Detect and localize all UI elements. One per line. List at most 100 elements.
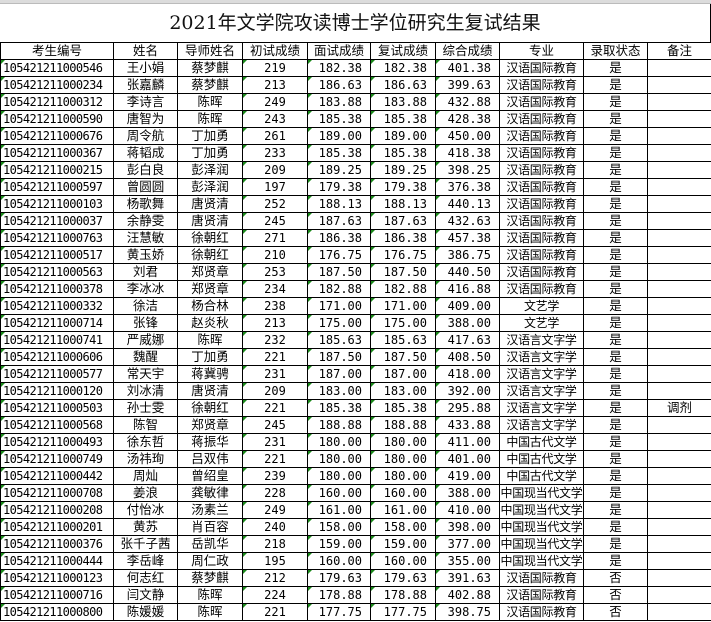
cell-admission-status[interactable]: 是 bbox=[583, 535, 648, 553]
cell-retest-score[interactable]: 185.38 bbox=[370, 399, 436, 417]
cell-name[interactable]: 陈智 bbox=[113, 416, 178, 434]
cell-major[interactable]: 中国古代文学 bbox=[499, 433, 584, 451]
cell-interview-score[interactable]: 187.50 bbox=[307, 263, 371, 281]
cell-advisor[interactable]: 汤素兰 bbox=[177, 501, 243, 519]
cell-retest-score[interactable]: 187.63 bbox=[370, 212, 436, 230]
cell-exam-id[interactable]: 105421211000444 bbox=[0, 552, 114, 570]
cell-retest-score[interactable]: 171.00 bbox=[370, 297, 436, 315]
header-retest-score[interactable]: 复试成绩 bbox=[370, 42, 436, 60]
cell-advisor[interactable]: 蔡梦麒 bbox=[177, 76, 243, 94]
cell-advisor[interactable]: 彭泽润 bbox=[177, 161, 243, 179]
cell-retest-score[interactable]: 187.50 bbox=[370, 263, 436, 281]
cell-retest-score[interactable]: 160.00 bbox=[370, 552, 436, 570]
cell-major[interactable]: 汉语国际教育 bbox=[499, 127, 584, 145]
cell-name[interactable]: 黄玉娇 bbox=[113, 246, 178, 264]
cell-total-score[interactable]: 418.00 bbox=[435, 365, 500, 383]
cell-name[interactable]: 杨歌舞 bbox=[113, 195, 178, 213]
cell-admission-status[interactable]: 是 bbox=[583, 348, 648, 366]
cell-remarks[interactable] bbox=[647, 212, 711, 230]
cell-major[interactable]: 汉语言文字学 bbox=[499, 365, 584, 383]
header-admission-status[interactable]: 录取状态 bbox=[583, 42, 648, 60]
cell-admission-status[interactable]: 是 bbox=[583, 416, 648, 434]
cell-retest-score[interactable]: 182.88 bbox=[370, 280, 436, 298]
cell-exam-id[interactable]: 105421211000577 bbox=[0, 365, 114, 383]
cell-prelim-score[interactable]: 234 bbox=[242, 280, 308, 298]
cell-exam-id[interactable]: 105421211000716 bbox=[0, 586, 114, 604]
cell-remarks[interactable] bbox=[647, 297, 711, 315]
cell-admission-status[interactable]: 是 bbox=[583, 144, 648, 162]
cell-total-score[interactable]: 418.38 bbox=[435, 144, 500, 162]
cell-admission-status[interactable]: 是 bbox=[583, 59, 648, 77]
cell-total-score[interactable]: 408.50 bbox=[435, 348, 500, 366]
cell-advisor[interactable]: 岳凯华 bbox=[177, 535, 243, 553]
cell-retest-score[interactable]: 179.38 bbox=[370, 178, 436, 196]
cell-retest-score[interactable]: 187.50 bbox=[370, 348, 436, 366]
cell-admission-status[interactable]: 是 bbox=[583, 382, 648, 400]
cell-advisor[interactable]: 蔡梦麒 bbox=[177, 59, 243, 77]
cell-remarks[interactable] bbox=[647, 450, 711, 468]
cell-major[interactable]: 汉语国际教育 bbox=[499, 280, 584, 298]
cell-interview-score[interactable]: 189.25 bbox=[307, 161, 371, 179]
cell-major[interactable]: 汉语国际教育 bbox=[499, 93, 584, 111]
cell-retest-score[interactable]: 189.00 bbox=[370, 127, 436, 145]
cell-interview-score[interactable]: 158.00 bbox=[307, 518, 371, 536]
cell-retest-score[interactable]: 178.88 bbox=[370, 586, 436, 604]
cell-interview-score[interactable]: 185.38 bbox=[307, 110, 371, 128]
cell-admission-status[interactable]: 是 bbox=[583, 297, 648, 315]
cell-exam-id[interactable]: 105421211000208 bbox=[0, 501, 114, 519]
cell-advisor[interactable]: 赵炎秋 bbox=[177, 314, 243, 332]
cell-total-score[interactable]: 402.88 bbox=[435, 586, 500, 604]
cell-major[interactable]: 中国古代文学 bbox=[499, 450, 584, 468]
cell-total-score[interactable]: 377.00 bbox=[435, 535, 500, 553]
cell-admission-status[interactable]: 否 bbox=[583, 586, 648, 604]
cell-major[interactable]: 文艺学 bbox=[499, 297, 584, 315]
cell-major[interactable]: 汉语国际教育 bbox=[499, 110, 584, 128]
header-prelim-score[interactable]: 初试成绩 bbox=[242, 42, 308, 60]
cell-exam-id[interactable]: 105421211000037 bbox=[0, 212, 114, 230]
cell-major[interactable]: 汉语国际教育 bbox=[499, 212, 584, 230]
cell-retest-score[interactable]: 160.00 bbox=[370, 484, 436, 502]
cell-name[interactable]: 付怡冰 bbox=[113, 501, 178, 519]
cell-name[interactable]: 李冰冰 bbox=[113, 280, 178, 298]
cell-name[interactable]: 孙士雯 bbox=[113, 399, 178, 417]
cell-admission-status[interactable]: 是 bbox=[583, 314, 648, 332]
cell-exam-id[interactable]: 105421211000376 bbox=[0, 535, 114, 553]
cell-retest-score[interactable]: 185.38 bbox=[370, 110, 436, 128]
cell-name[interactable]: 严威娜 bbox=[113, 331, 178, 349]
cell-name[interactable]: 陈媛媛 bbox=[113, 603, 178, 621]
cell-exam-id[interactable]: 105421211000312 bbox=[0, 93, 114, 111]
cell-advisor[interactable]: 郑贤章 bbox=[177, 280, 243, 298]
cell-advisor[interactable]: 唐贤清 bbox=[177, 195, 243, 213]
cell-prelim-score[interactable]: 221 bbox=[242, 399, 308, 417]
cell-advisor[interactable]: 肖百容 bbox=[177, 518, 243, 536]
cell-exam-id[interactable]: 105421211000234 bbox=[0, 76, 114, 94]
cell-admission-status[interactable]: 是 bbox=[583, 229, 648, 247]
cell-name[interactable]: 刘冰清 bbox=[113, 382, 178, 400]
cell-major[interactable]: 汉语国际教育 bbox=[499, 569, 584, 587]
cell-interview-score[interactable]: 185.38 bbox=[307, 399, 371, 417]
cell-major[interactable]: 汉语国际教育 bbox=[499, 586, 584, 604]
cell-name[interactable]: 王小娟 bbox=[113, 59, 178, 77]
cell-retest-score[interactable]: 186.38 bbox=[370, 229, 436, 247]
cell-admission-status[interactable]: 是 bbox=[583, 484, 648, 502]
cell-major[interactable]: 中国现当代文学 bbox=[499, 501, 584, 519]
cell-remarks[interactable] bbox=[647, 586, 711, 604]
cell-prelim-score[interactable]: 249 bbox=[242, 93, 308, 111]
cell-remarks[interactable] bbox=[647, 76, 711, 94]
cell-prelim-score[interactable]: 218 bbox=[242, 535, 308, 553]
cell-major[interactable]: 汉语国际教育 bbox=[499, 195, 584, 213]
cell-interview-score[interactable]: 160.00 bbox=[307, 484, 371, 502]
cell-interview-score[interactable]: 161.00 bbox=[307, 501, 371, 519]
cell-total-score[interactable]: 399.63 bbox=[435, 76, 500, 94]
cell-advisor[interactable]: 陈晖 bbox=[177, 110, 243, 128]
cell-total-score[interactable]: 401.38 bbox=[435, 59, 500, 77]
cell-exam-id[interactable]: 105421211000378 bbox=[0, 280, 114, 298]
cell-admission-status[interactable]: 是 bbox=[583, 399, 648, 417]
cell-major[interactable]: 文艺学 bbox=[499, 314, 584, 332]
cell-admission-status[interactable]: 是 bbox=[583, 178, 648, 196]
cell-major[interactable]: 汉语国际教育 bbox=[499, 229, 584, 247]
cell-retest-score[interactable]: 179.63 bbox=[370, 569, 436, 587]
cell-interview-score[interactable]: 187.50 bbox=[307, 348, 371, 366]
cell-interview-score[interactable]: 188.13 bbox=[307, 195, 371, 213]
cell-remarks[interactable] bbox=[647, 382, 711, 400]
